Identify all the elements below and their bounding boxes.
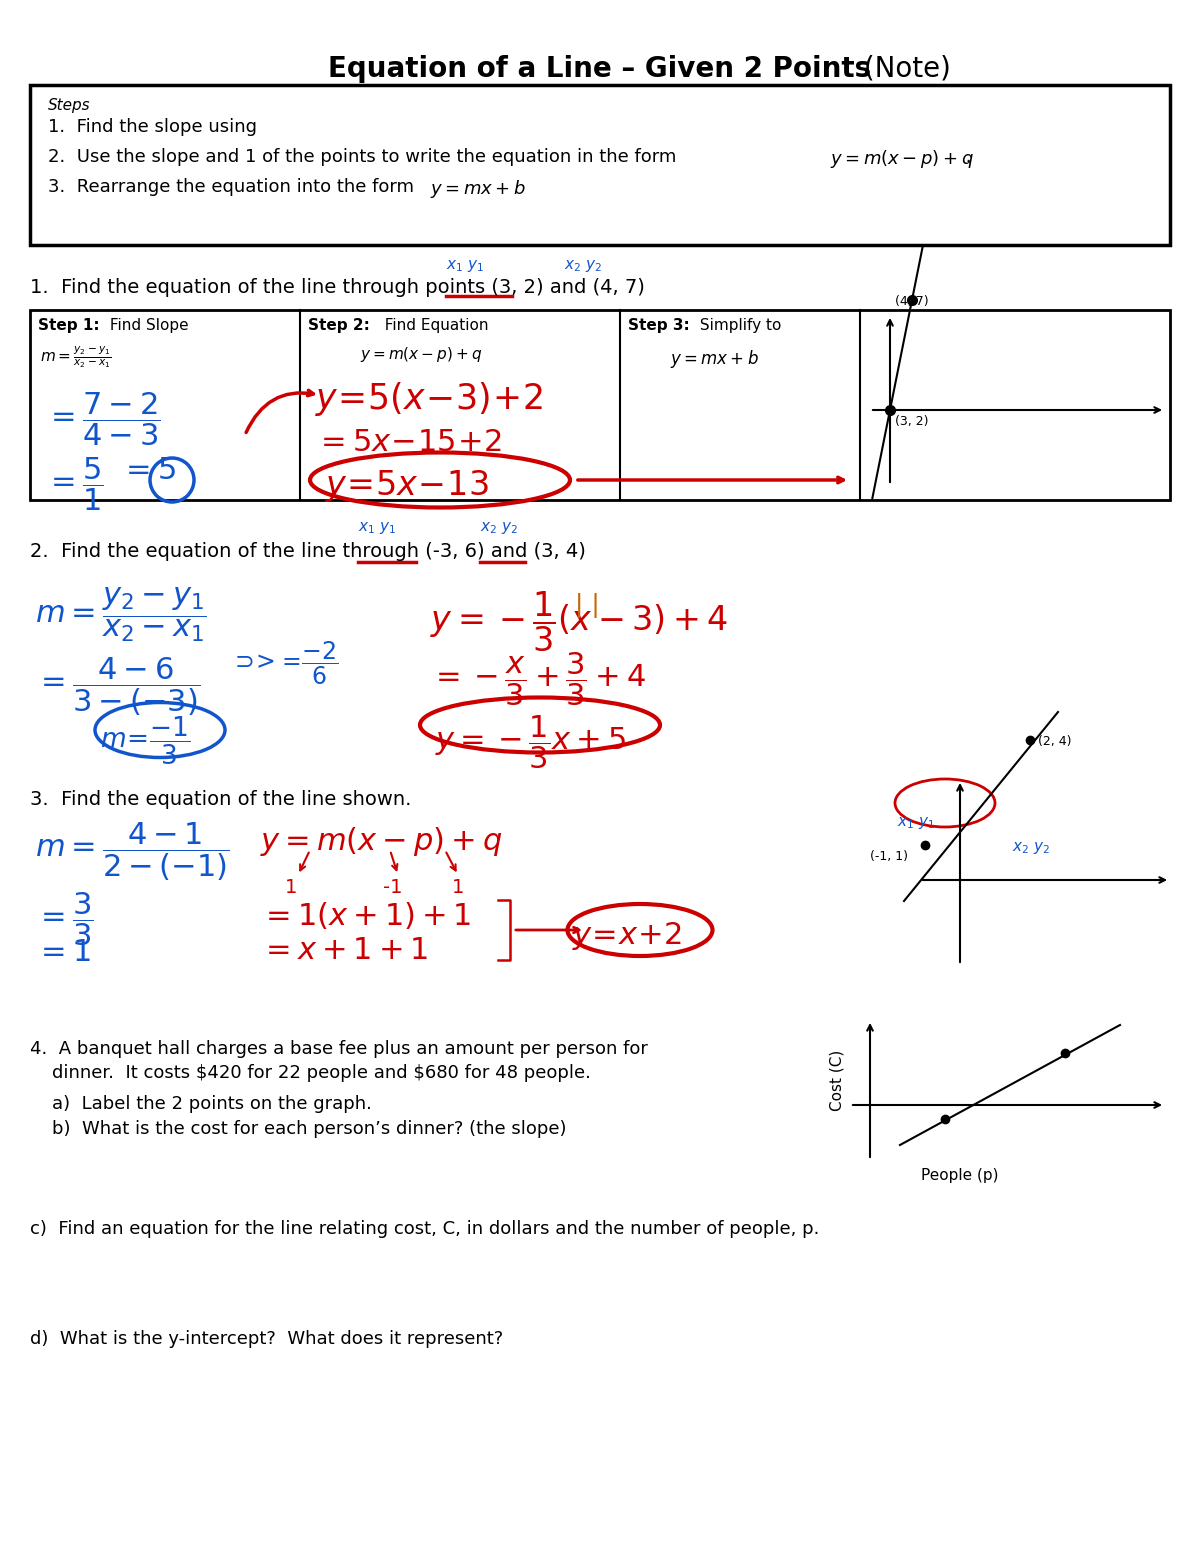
Text: $= -\dfrac{x}{3}+\dfrac{3}{3}+4$: $= -\dfrac{x}{3}+\dfrac{3}{3}+4$: [430, 650, 646, 708]
Text: $x_1\ y_1$: $x_1\ y_1$: [446, 258, 485, 274]
Text: d)  What is the y-intercept?  What does it represent?: d) What is the y-intercept? What does it…: [30, 1330, 503, 1348]
Bar: [30, 86, 1170, 246]
Text: $x_2\ y_2$: $x_2\ y_2$: [480, 519, 518, 536]
Text: $y\!=\!5x\!-\!13$: $y\!=\!5x\!-\!13$: [325, 468, 488, 504]
Text: 2.  Find the equation of the line through (-3, 6) and (3, 4): 2. Find the equation of the line through…: [30, 543, 586, 561]
Text: 1.  Find the equation of the line through points (3, 2) and (4, 7): 1. Find the equation of the line through…: [30, 278, 644, 297]
Text: c)  Find an equation for the line relating cost, C, in dollars and the number of: c) Find an equation for the line relatin…: [30, 1221, 820, 1238]
Text: (Note): (Note): [854, 54, 950, 82]
Text: People (p): People (p): [922, 1168, 998, 1183]
Text: Step 1:: Step 1:: [38, 319, 100, 333]
Text: dinner.  It costs \$420 for 22 people and \$680 for 48 people.: dinner. It costs \$420 for 22 people and…: [52, 1064, 590, 1082]
Text: (3, 2): (3, 2): [895, 415, 929, 428]
Text: (2, 4): (2, 4): [1038, 736, 1072, 748]
Text: 2.  Use the slope and 1 of the points to write the equation in the form: 2. Use the slope and 1 of the points to …: [48, 148, 677, 166]
Text: a)  Label the 2 points on the graph.: a) Label the 2 points on the graph.: [52, 1095, 372, 1113]
Text: .: .: [960, 148, 972, 166]
Text: $m\!=\!\dfrac{-1}{3}$: $m\!=\!\dfrac{-1}{3}$: [100, 715, 191, 767]
Text: $= \dfrac{5}{1}$: $= \dfrac{5}{1}$: [46, 456, 104, 513]
Text: $x_2\ y_2$: $x_2\ y_2$: [564, 258, 602, 274]
Text: Cost (C): Cost (C): [830, 1050, 845, 1110]
Text: $y = m(x-p)+q$: $y = m(x-p)+q$: [260, 826, 503, 858]
Text: $m = \frac{y_2-y_1}{x_2-x_1}$: $m = \frac{y_2-y_1}{x_2-x_1}$: [40, 345, 112, 370]
Text: $m = \dfrac{y_2-y_1}{x_2-x_1}$: $m = \dfrac{y_2-y_1}{x_2-x_1}$: [35, 585, 206, 644]
Text: $= x+1+1$: $= x+1+1$: [260, 938, 428, 966]
Text: $=5x\!-\!15\!+\!2$: $=5x\!-\!15\!+\!2$: [314, 431, 502, 457]
Text: (4, 7): (4, 7): [895, 295, 929, 308]
Text: $y = -\dfrac{1}{3}(x-3)+4$: $y = -\dfrac{1}{3}(x-3)+4$: [430, 589, 728, 655]
Text: Equation of a Line – Given 2 Points: Equation of a Line – Given 2 Points: [329, 54, 871, 82]
Text: $\supset\!\!>\!=\!\dfrac{-2}{6}$: $\supset\!\!>\!=\!\dfrac{-2}{6}$: [230, 641, 338, 687]
Text: $= \dfrac{7-2}{4-3}$: $= \dfrac{7-2}{4-3}$: [46, 390, 161, 448]
Text: Step 2:: Step 2:: [308, 319, 370, 333]
Text: $= \dfrac{4-6}{3-(-3)}$: $= \dfrac{4-6}{3-(-3)}$: [35, 655, 200, 717]
Text: $= 5$: $= 5$: [120, 459, 176, 485]
Text: -1: -1: [383, 879, 402, 897]
Text: $y = m(x-p)+q$: $y = m(x-p)+q$: [360, 345, 482, 364]
Text: b)  What is the cost for each person’s dinner? (the slope): b) What is the cost for each person’s di…: [52, 1120, 566, 1138]
Text: $x_2\ y_2$: $x_2\ y_2$: [1012, 840, 1050, 855]
Text: | |: | |: [575, 592, 600, 617]
Text: $y = -\dfrac{1}{3}x+5$: $y = -\dfrac{1}{3}x+5$: [436, 714, 626, 771]
Text: $x_1\ y_1$: $x_1\ y_1$: [898, 815, 935, 830]
Text: Find Equation: Find Equation: [374, 319, 488, 333]
Text: 1: 1: [452, 879, 464, 897]
Text: $y = mx+b$: $y = mx+b$: [430, 177, 526, 201]
Text: 1: 1: [286, 879, 298, 897]
Text: $m = \dfrac{4-1}{2-(-1)}$: $m = \dfrac{4-1}{2-(-1)}$: [35, 819, 229, 883]
Text: $= 1$: $= 1$: [35, 941, 91, 967]
Text: $= \dfrac{3}{3}$: $= \dfrac{3}{3}$: [35, 889, 94, 947]
Text: Step 3:: Step 3:: [628, 319, 690, 333]
Text: (-1, 1): (-1, 1): [870, 851, 908, 863]
Bar: [30, 309, 1170, 501]
Text: 3.  Find the equation of the line shown.: 3. Find the equation of the line shown.: [30, 790, 412, 809]
Text: $x_1\ y_1$: $x_1\ y_1$: [358, 519, 396, 536]
Text: $y = mx+b$: $y = mx+b$: [670, 348, 758, 370]
Text: 3.  Rearrange the equation into the form: 3. Rearrange the equation into the form: [48, 177, 414, 196]
Text: $y = m(x-p)+q$: $y = m(x-p)+q$: [830, 148, 973, 169]
Text: $y\!=\!x\!+\!2$: $y\!=\!x\!+\!2$: [572, 921, 683, 952]
Text: Simplify to: Simplify to: [695, 319, 781, 333]
Text: 4.  A banquet hall charges a base fee plus an amount per person for: 4. A banquet hall charges a base fee plu…: [30, 1040, 648, 1057]
Text: $= 1(x+1)+1$: $= 1(x+1)+1$: [260, 900, 472, 931]
Text: Steps: Steps: [48, 98, 91, 114]
Text: 1.  Find the slope using: 1. Find the slope using: [48, 118, 257, 135]
Text: $y\!=\!5(x\!-\!3)\!+\!2$: $y\!=\!5(x\!-\!3)\!+\!2$: [314, 379, 544, 418]
Text: Find Slope: Find Slope: [106, 319, 188, 333]
